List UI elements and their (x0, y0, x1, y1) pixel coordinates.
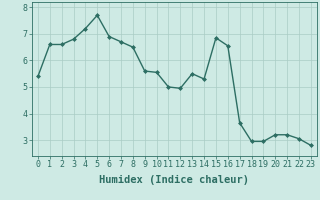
X-axis label: Humidex (Indice chaleur): Humidex (Indice chaleur) (100, 175, 249, 185)
